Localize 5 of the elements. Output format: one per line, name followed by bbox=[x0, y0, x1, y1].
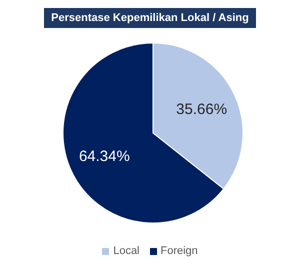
legend-label: Local bbox=[112, 245, 140, 257]
data-label: 64.34% bbox=[78, 148, 130, 166]
chart-title: Persentase Kepemilikan Lokal / Asing bbox=[44, 8, 256, 28]
data-label: 35.66% bbox=[176, 100, 228, 118]
legend-label: Foreign bbox=[160, 245, 198, 257]
